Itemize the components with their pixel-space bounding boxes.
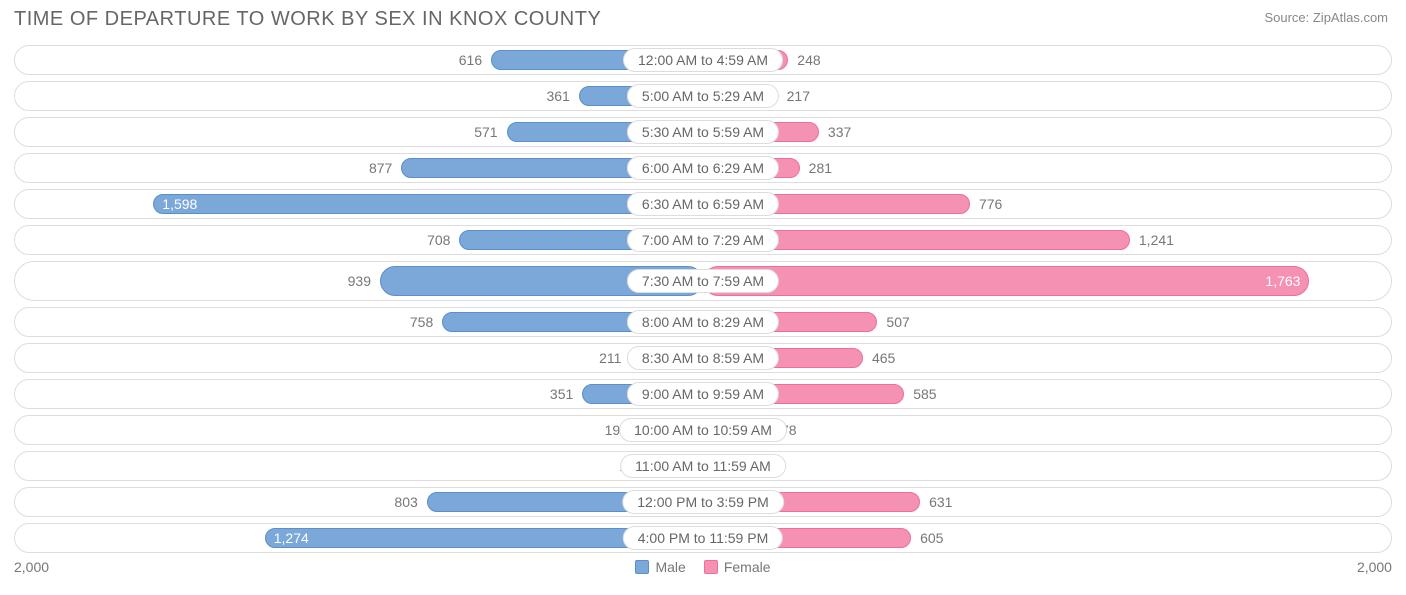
- bar-track: 708 1,241 7:00 AM to 7:29 AM: [14, 225, 1392, 255]
- table-row: 361 217 5:00 AM to 5:29 AM: [14, 81, 1392, 111]
- time-range-label: 12:00 AM to 4:59 AM: [623, 48, 783, 72]
- source-attribution: Source: ZipAtlas.com: [1264, 10, 1388, 25]
- time-range-label: 6:00 AM to 6:29 AM: [627, 156, 779, 180]
- time-range-label: 8:30 AM to 8:59 AM: [627, 346, 779, 370]
- female-value: 281: [809, 160, 832, 176]
- female-swatch-icon: [704, 560, 718, 574]
- legend-male: Male: [635, 559, 685, 575]
- table-row: 616 248 12:00 AM to 4:59 AM: [14, 45, 1392, 75]
- female-value: 1,241: [1139, 232, 1174, 248]
- male-value: 211: [599, 350, 621, 366]
- table-row: 1,274 605 4:00 PM to 11:59 PM: [14, 523, 1392, 553]
- table-row: 708 1,241 7:00 AM to 7:29 AM: [14, 225, 1392, 255]
- time-range-label: 7:00 AM to 7:29 AM: [627, 228, 779, 252]
- bar-track: 211 465 8:30 AM to 8:59 AM: [14, 343, 1392, 373]
- table-row: 939 1,763 7:30 AM to 7:59 AM: [14, 261, 1392, 301]
- bar-track: 1,598 776 6:30 AM to 6:59 AM: [14, 189, 1392, 219]
- male-value: 571: [474, 124, 497, 140]
- table-row: 803 631 12:00 PM to 3:59 PM: [14, 487, 1392, 517]
- male-value: 758: [410, 314, 433, 330]
- female-value: 631: [929, 494, 952, 510]
- bar-track: 758 507 8:00 AM to 8:29 AM: [14, 307, 1392, 337]
- table-row: 351 585 9:00 AM to 9:59 AM: [14, 379, 1392, 409]
- time-range-label: 8:00 AM to 8:29 AM: [627, 310, 779, 334]
- female-value: 776: [979, 196, 1002, 212]
- axis-max-left: 2,000: [14, 559, 49, 575]
- male-bar: 1,598: [153, 194, 703, 214]
- time-range-label: 4:00 PM to 11:59 PM: [623, 526, 783, 550]
- male-value: 708: [427, 232, 450, 248]
- female-value: 507: [886, 314, 909, 330]
- table-row: 1498011:00 AM to 11:59 AM: [14, 451, 1392, 481]
- table-row: 19217810:00 AM to 10:59 AM: [14, 415, 1392, 445]
- table-row: 211 465 8:30 AM to 8:59 AM: [14, 343, 1392, 373]
- time-range-label: 9:00 AM to 9:59 AM: [627, 382, 779, 406]
- male-value: 361: [546, 88, 569, 104]
- chart-title: TIME OF DEPARTURE TO WORK BY SEX IN KNOX…: [14, 8, 1392, 31]
- male-swatch-icon: [635, 560, 649, 574]
- female-value: 605: [920, 530, 943, 546]
- bar-track: 1498011:00 AM to 11:59 AM: [14, 451, 1392, 481]
- male-value: 939: [348, 273, 371, 289]
- female-value: 1,763: [1265, 273, 1300, 289]
- legend-female: Female: [704, 559, 771, 575]
- time-range-label: 5:30 AM to 5:59 AM: [627, 120, 779, 144]
- male-value: 1,274: [274, 530, 309, 546]
- table-row: 571 337 5:30 AM to 5:59 AM: [14, 117, 1392, 147]
- male-value: 803: [394, 494, 417, 510]
- legend-female-label: Female: [724, 559, 771, 575]
- female-bar: 1,763: [703, 266, 1309, 296]
- female-value: 585: [913, 386, 936, 402]
- male-value: 616: [459, 52, 482, 68]
- axis-max-right: 2,000: [1357, 559, 1392, 575]
- legend-male-label: Male: [655, 559, 685, 575]
- bar-track: 616 248 12:00 AM to 4:59 AM: [14, 45, 1392, 75]
- bar-track: 1,274 605 4:00 PM to 11:59 PM: [14, 523, 1392, 553]
- bar-track: 19217810:00 AM to 10:59 AM: [14, 415, 1392, 445]
- bar-track: 939 1,763 7:30 AM to 7:59 AM: [14, 261, 1392, 301]
- bar-track: 361 217 5:00 AM to 5:29 AM: [14, 81, 1392, 111]
- female-value: 337: [828, 124, 851, 140]
- time-range-label: 11:00 AM to 11:59 AM: [620, 454, 786, 478]
- male-value: 1,598: [162, 196, 197, 212]
- chart-footer: 2,000 Male Female 2,000: [14, 559, 1392, 575]
- female-value: 465: [872, 350, 895, 366]
- bar-track: 571 337 5:30 AM to 5:59 AM: [14, 117, 1392, 147]
- female-value: 248: [797, 52, 820, 68]
- male-value: 351: [550, 386, 573, 402]
- bar-track: 877 281 6:00 AM to 6:29 AM: [14, 153, 1392, 183]
- time-range-label: 5:00 AM to 5:29 AM: [627, 84, 779, 108]
- diverging-bar-chart: 616 248 12:00 AM to 4:59 AM 361 217 5:00 AM t…: [14, 45, 1392, 553]
- female-value: 217: [787, 88, 810, 104]
- legend: Male Female: [635, 559, 770, 575]
- table-row: 877 281 6:00 AM to 6:29 AM: [14, 153, 1392, 183]
- time-range-label: 6:30 AM to 6:59 AM: [627, 192, 779, 216]
- male-value: 877: [369, 160, 392, 176]
- table-row: 758 507 8:00 AM to 8:29 AM: [14, 307, 1392, 337]
- bar-track: 803 631 12:00 PM to 3:59 PM: [14, 487, 1392, 517]
- bar-track: 351 585 9:00 AM to 9:59 AM: [14, 379, 1392, 409]
- time-range-label: 10:00 AM to 10:59 AM: [619, 418, 787, 442]
- time-range-label: 7:30 AM to 7:59 AM: [627, 269, 779, 293]
- time-range-label: 12:00 PM to 3:59 PM: [622, 490, 784, 514]
- table-row: 1,598 776 6:30 AM to 6:59 AM: [14, 189, 1392, 219]
